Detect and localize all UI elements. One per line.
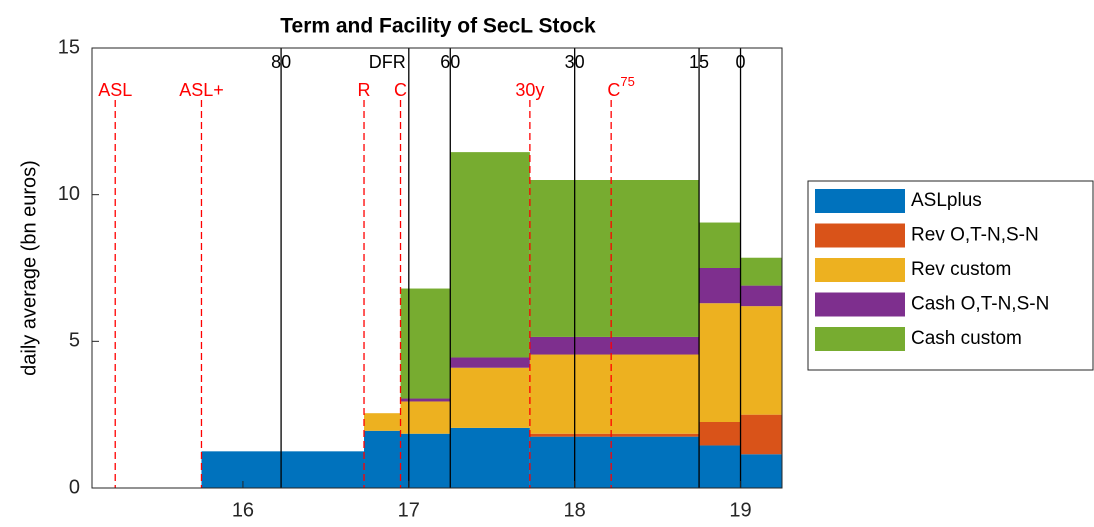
- plot-box: [91, 47, 783, 489]
- y-tick-label: 10: [58, 183, 80, 205]
- red-label-text: ASL+: [179, 80, 224, 100]
- step-segment: [529, 336, 700, 355]
- step-segment: [699, 303, 741, 422]
- step-segment: [740, 285, 782, 307]
- red-label-text: 30y: [515, 80, 544, 100]
- legend-swatch: [815, 223, 905, 248]
- legend-label: ASLplus: [911, 190, 982, 211]
- x-tick-label: 19: [729, 499, 751, 521]
- red-reference-label: C: [394, 80, 407, 100]
- chart-title: Term and Facility of SecL Stock: [280, 15, 596, 38]
- red-reference-label: 30y: [515, 80, 544, 100]
- step-segment: [699, 268, 741, 304]
- legend-swatch: [815, 258, 905, 282]
- reference-label: 15: [689, 52, 709, 72]
- red-reference-label: ASL: [98, 80, 132, 100]
- step-segment: [529, 436, 700, 488]
- step-segment: [201, 451, 365, 488]
- y-tick-label: 15: [58, 36, 80, 58]
- step-segment: [699, 422, 741, 446]
- red-label-text: C: [394, 80, 407, 100]
- step-segment: [364, 413, 401, 431]
- step-segment: [400, 401, 451, 434]
- step-segment: [699, 445, 741, 488]
- step-segment: [450, 357, 530, 368]
- legend-swatch: [815, 292, 905, 317]
- legend: ASLplus Rev O,T-N,S-N Rev custom Cash O,T-N…: [807, 180, 1094, 371]
- red-reference-label: R: [358, 80, 371, 100]
- y-axis-label: daily average (bn euros): [18, 160, 40, 376]
- reference-label: 0: [736, 52, 746, 72]
- red-label-text: ASL: [98, 80, 132, 100]
- step-segment: [740, 306, 782, 415]
- step-segment: [450, 427, 530, 488]
- red-label-sup: 75: [620, 74, 634, 89]
- y-tick-label: 0: [69, 476, 80, 498]
- step-segment: [450, 367, 530, 428]
- reference-label: DFR: [369, 52, 406, 72]
- step-segment: [699, 222, 741, 268]
- x-tick-label: 17: [398, 499, 420, 521]
- reference-label: 80: [271, 52, 291, 72]
- step-segment: [529, 433, 700, 437]
- step-segment: [529, 180, 700, 337]
- step-segment: [364, 430, 401, 488]
- y-tick-label: 5: [69, 330, 80, 352]
- step-segment: [400, 398, 451, 402]
- step-segment: [740, 454, 782, 488]
- step-segment: [450, 152, 530, 358]
- legend-label: Cash O,T-N,S-N: [911, 294, 1049, 315]
- step-segment: [740, 414, 782, 455]
- red-reference-label: C75: [607, 74, 634, 99]
- x-tick-label: 16: [232, 499, 254, 521]
- step-segment: [400, 288, 451, 399]
- reference-label: 60: [440, 52, 460, 72]
- step-segment: [400, 433, 451, 488]
- legend-label: Rev custom: [911, 259, 1011, 280]
- step-segment: [740, 257, 782, 286]
- legend-label: Cash custom: [911, 328, 1022, 349]
- red-reference-label: ASL+: [179, 80, 224, 100]
- red-label-text: R: [358, 80, 371, 100]
- legend-swatch: [815, 189, 905, 213]
- legend-label: Rev O,T-N,S-N: [911, 225, 1039, 246]
- red-label-text: C: [607, 80, 620, 100]
- reference-label: 30: [565, 52, 585, 72]
- legend-swatch: [815, 327, 905, 351]
- x-tick-label: 18: [564, 499, 586, 521]
- step-segment: [529, 354, 700, 434]
